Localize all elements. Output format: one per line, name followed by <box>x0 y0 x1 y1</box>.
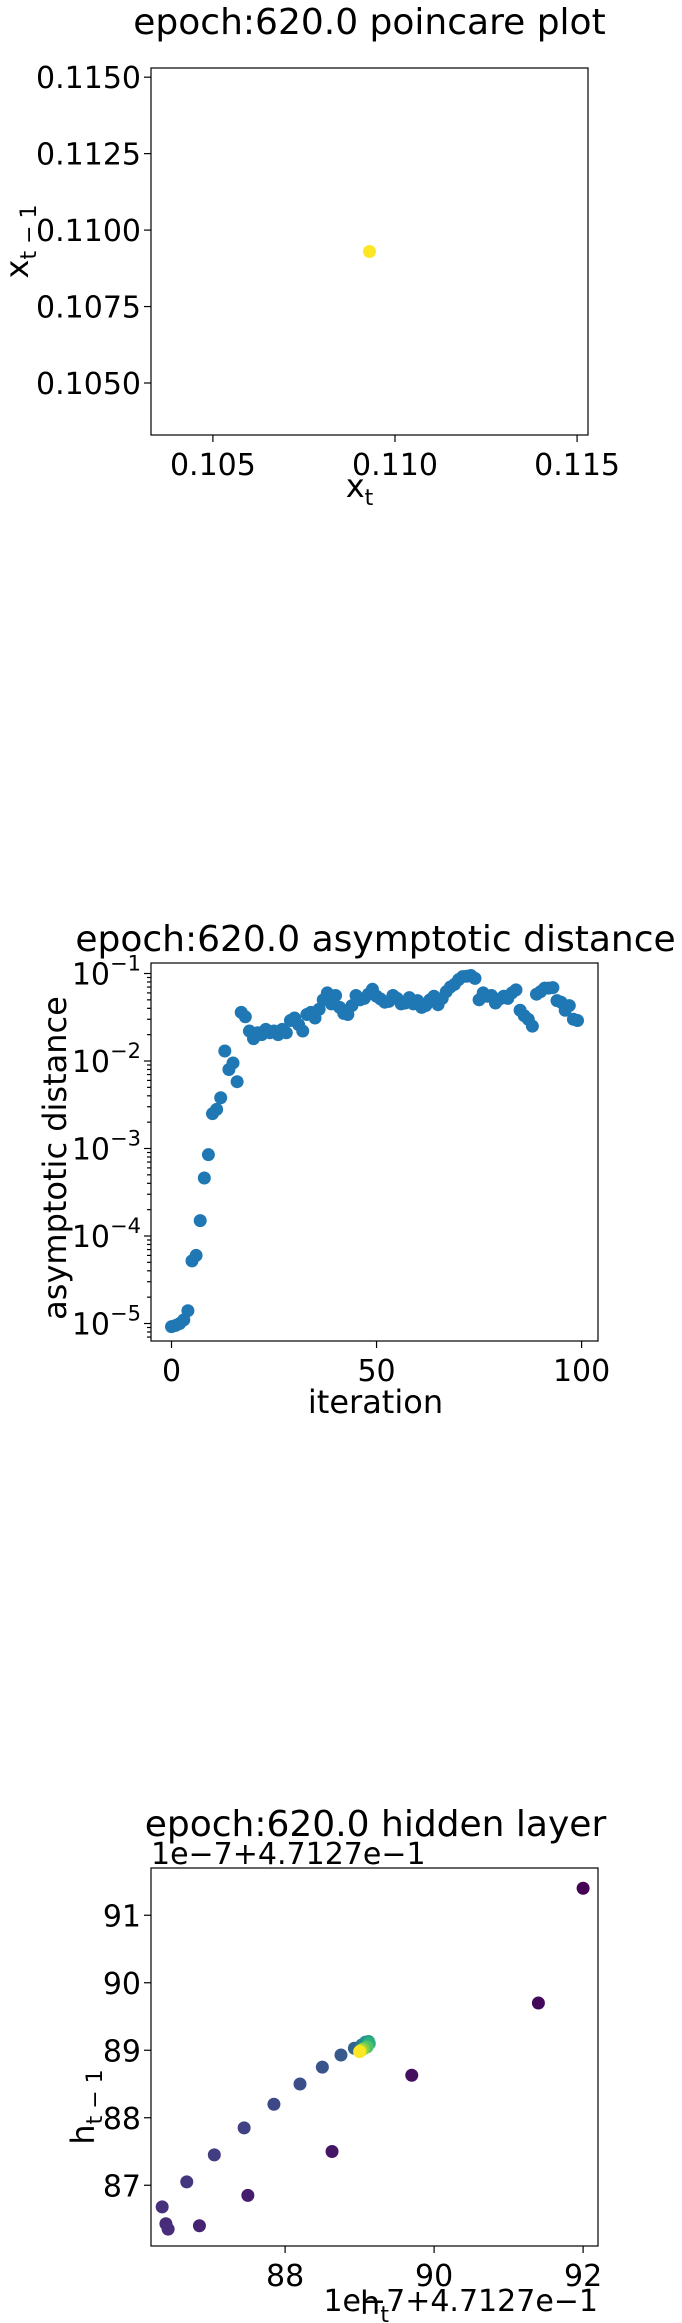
chart-title: epoch:620.0 poincare plot <box>133 2 605 43</box>
x-tick-label: 100 <box>553 1354 610 1389</box>
x-axis-label: iteration <box>308 1383 443 1421</box>
y-tick-label: 91 <box>103 1899 141 1934</box>
data-point <box>192 2219 206 2233</box>
y-tick-base: 10 <box>72 1308 110 1343</box>
hidden-layer-chart: epoch:620.0 hidden layer1e−7+4.7127e−188… <box>64 1804 606 2323</box>
x-tick-label: 0 <box>162 1354 181 1389</box>
y-tick-label: 0.1100 <box>36 214 141 249</box>
y-tick-label: 89 <box>103 2034 141 2069</box>
data-point <box>576 1881 590 1895</box>
data-point <box>193 1214 207 1228</box>
x-axis-label: xt <box>346 467 374 511</box>
y-tick-label: 0.1075 <box>36 291 141 326</box>
x-axis-label: ht <box>360 2284 389 2323</box>
data-point <box>238 1010 252 1024</box>
data-point <box>353 2045 367 2059</box>
y-tick-label: 10−1 <box>72 952 141 993</box>
data-point <box>562 999 576 1013</box>
data-point <box>468 971 482 985</box>
y-tick-label: 10−3 <box>72 1127 141 1168</box>
data-point <box>525 1019 539 1033</box>
y-axis-label-main: h <box>64 2124 102 2144</box>
x-axis-label-sub: t <box>380 2303 389 2323</box>
data-point <box>189 1248 203 1262</box>
y-tick-label: 0.1050 <box>36 367 141 402</box>
y-tick-base: 10 <box>72 1133 110 1168</box>
y-axis-label-sub: t − 1 <box>83 2069 108 2124</box>
y-tick-base: 10 <box>72 958 110 993</box>
x-tick-label: 92 <box>564 2259 602 2294</box>
x-tick-label: 90 <box>415 2259 453 2294</box>
data-point <box>197 1171 211 1185</box>
data-point <box>329 989 343 1003</box>
data-point <box>315 2060 329 2074</box>
data-point <box>161 2222 175 2236</box>
data-point <box>226 1056 240 1070</box>
y-tick-label: 87 <box>103 2169 141 2204</box>
y-tick-exponent: −4 <box>110 1214 141 1238</box>
plot-frame <box>150 67 589 436</box>
data-point <box>155 2200 169 2214</box>
y-axis-label: asymptotic distance <box>36 996 74 1320</box>
x-tick-label: 50 <box>357 1354 395 1389</box>
data-point <box>293 2077 307 2091</box>
x-tick-label: 0.110 <box>352 448 438 483</box>
data-point <box>334 2048 348 2062</box>
data-point <box>207 2148 221 2162</box>
y-axis-label-main: x <box>0 260 36 279</box>
data-point <box>210 1102 224 1116</box>
plot-frame <box>150 1867 599 2247</box>
y-tick-label: 10−4 <box>72 1214 141 1255</box>
x-offset-text: 1e−7+4.7127e−1 <box>323 2284 598 2319</box>
data-point <box>180 2175 194 2189</box>
data-point <box>296 1024 310 1038</box>
data-point <box>405 2068 419 2082</box>
poincare-chart: epoch:620.0 poincare plot 0.105 0.110 0.115… <box>0 2 620 511</box>
x-axis-label-main: h <box>360 2284 380 2322</box>
data-point <box>509 983 523 997</box>
chart-title: epoch:620.0 asymptotic distance <box>75 919 675 960</box>
data-point <box>279 1026 293 1040</box>
y-axis-label-sub: t − 1 <box>17 205 42 260</box>
y-axis-label: ht − 1 <box>64 2069 108 2144</box>
y-axis-label: xt − 1 <box>0 205 42 279</box>
data-point <box>546 981 560 995</box>
y-tick-exponent: −3 <box>110 1127 141 1151</box>
y-tick-exponent: −2 <box>110 1039 141 1063</box>
y-tick-label: 10−2 <box>72 1039 141 1080</box>
y-tick-exponent: −5 <box>110 1302 141 1326</box>
chart-title: epoch:620.0 hidden layer <box>145 1804 607 1845</box>
y-tick-label: 0.1125 <box>36 138 141 173</box>
y-offset-text: 1e−7+4.7127e−1 <box>151 1837 426 1872</box>
data-point <box>230 1075 244 1089</box>
y-tick-base: 10 <box>72 1045 110 1080</box>
y-tick-label: 0.1150 <box>36 61 141 96</box>
y-tick-exponent: −1 <box>110 952 141 976</box>
y-tick-base: 10 <box>72 1220 110 1255</box>
data-point <box>201 1148 215 1162</box>
x-axis-label-sub: t <box>365 486 374 511</box>
data-point <box>218 1044 232 1058</box>
data-point <box>267 2097 281 2111</box>
x-tick-label: 0.115 <box>534 448 620 483</box>
y-tick-label: 90 <box>103 1967 141 2002</box>
x-axis-label-main: x <box>346 467 365 505</box>
data-point <box>237 2121 251 2135</box>
y-tick-label: 88 <box>103 2102 141 2137</box>
data-point <box>181 1304 195 1318</box>
data-point <box>570 1014 584 1028</box>
x-tick-label: 88 <box>266 2259 304 2294</box>
data-point <box>214 1091 228 1105</box>
x-tick-label: 0.105 <box>170 448 256 483</box>
data-point <box>241 2188 255 2202</box>
data-point <box>531 1996 545 2010</box>
y-tick-label: 10−5 <box>72 1302 141 1343</box>
data-point <box>325 2145 339 2158</box>
data-point <box>363 245 376 258</box>
